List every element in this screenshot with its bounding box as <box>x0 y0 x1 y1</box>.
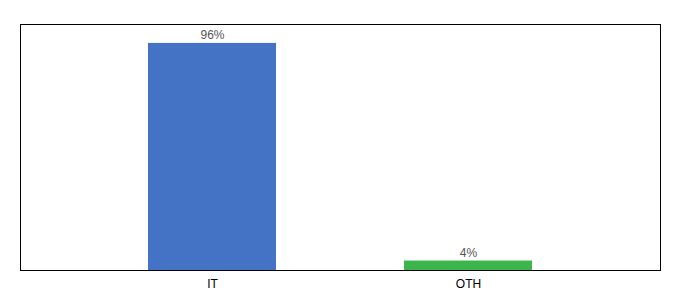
svg-text:OTH: OTH <box>456 277 481 291</box>
svg-text:4%: 4% <box>460 246 478 260</box>
svg-text:96%: 96% <box>200 28 224 42</box>
svg-text:IT: IT <box>207 277 218 291</box>
